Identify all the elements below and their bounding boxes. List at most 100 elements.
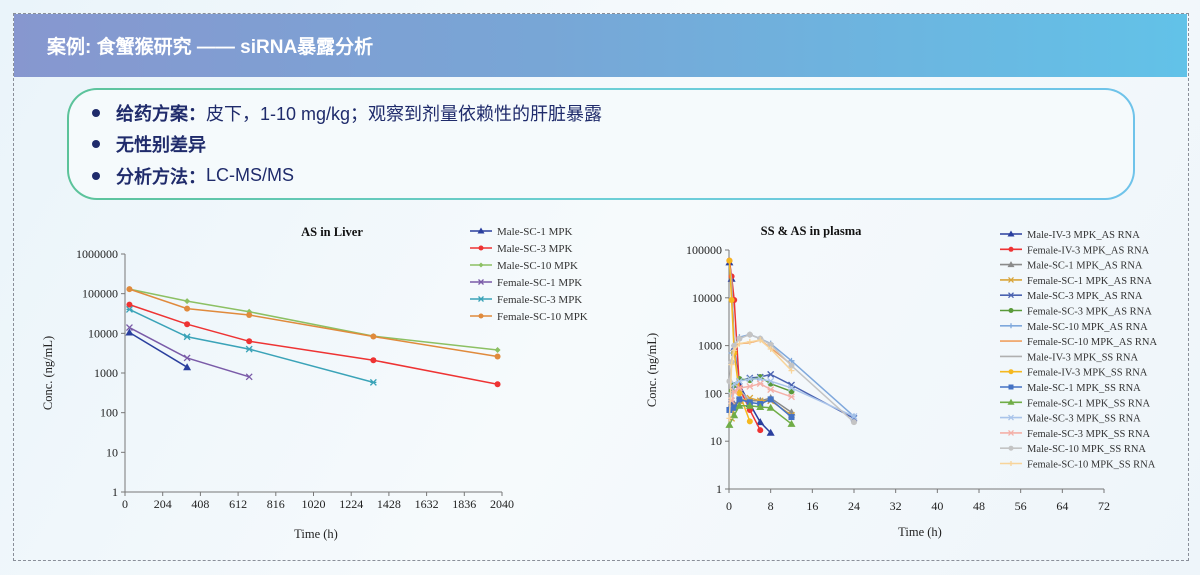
data-point (184, 321, 191, 328)
legend-label: Male-IV-3 MPK_AS RNA (1027, 230, 1140, 241)
data-point (369, 378, 377, 386)
data-point (736, 396, 743, 403)
bullet-text: 皮下，1-10 mg/kg；观察到剂量依赖性的肝脏暴露 (206, 103, 603, 124)
legend-label: Male-SC-1 MPK (497, 226, 573, 238)
x-tick-label: 2040 (490, 497, 514, 511)
x-tick-label: 816 (267, 497, 285, 511)
data-point (125, 324, 133, 331)
bullet-item: 给药方案： 皮下，1-10 mg/kg；观察到剂量依赖性的肝脏暴露 (92, 97, 602, 129)
y-axis-title: Conc. (ng/mL) (645, 333, 659, 407)
data-point (767, 370, 775, 378)
y-tick-label: 1000000 (76, 247, 118, 261)
bullet-icon (92, 108, 100, 117)
data-point (731, 404, 738, 411)
x-axis-title: Time (h) (294, 527, 338, 541)
x-tick-label: 40 (931, 499, 943, 513)
x-tick-label: 64 (1056, 499, 1068, 513)
y-tick-label: 1000 (698, 339, 722, 353)
data-point (735, 377, 743, 385)
data-point (735, 384, 743, 392)
data-point (756, 418, 765, 426)
slide-title: 案例: 食蟹猴研究 —— siRNA暴露分析 (47, 37, 374, 58)
x-tick-label: 56 (1015, 499, 1027, 513)
data-point (746, 418, 753, 425)
x-tick-label: 8 (768, 499, 774, 513)
series-line (129, 331, 188, 368)
data-point (184, 305, 191, 312)
y-tick-label: 1 (112, 485, 118, 499)
bullet-label: 无性别差异 (116, 135, 206, 156)
data-point (767, 345, 774, 352)
legend-label: Female-SC-1 MPK (497, 277, 582, 289)
plasma-chart: SS & AS in plasma 1 10 100 1000 10000 100000 0 8… (645, 224, 1158, 539)
data-point (736, 335, 743, 342)
legend-label: Male-SC-1 MPK_AS RNA (1027, 261, 1143, 272)
series-4 (125, 305, 377, 386)
data-point (746, 338, 753, 345)
legend-label: Female-SC-10 MPK_AS RNA (1027, 337, 1158, 348)
legend-label: Female-SC-3 MPK_SS RNA (1027, 429, 1151, 440)
data-point (725, 420, 734, 428)
legend-marker (478, 262, 484, 268)
data-point (851, 419, 857, 426)
legend-label: Male-SC-10 MPK (497, 260, 578, 272)
y-axis-title: Conc. (ng/mL) (41, 336, 55, 410)
legend-label: Male-SC-3 MPK_SS RNA (1027, 414, 1141, 425)
x-tick-label: 204 (154, 497, 172, 511)
data-point (494, 381, 501, 388)
data-point (125, 305, 133, 313)
data-point (756, 380, 764, 388)
legend-label: Male-IV-3 MPK_SS RNA (1027, 352, 1138, 363)
data-point (731, 342, 738, 349)
data-point (726, 257, 733, 264)
chart-title: SS & AS in plasma (761, 224, 862, 238)
data-point (246, 338, 253, 345)
bullet-item: 无性别差异 (92, 129, 602, 161)
x-tick-label: 0 (726, 499, 732, 513)
data-point (788, 367, 795, 374)
legend-label: Male-SC-10 MPK_AS RNA (1027, 322, 1148, 333)
x-tick-label: 72 (1098, 499, 1110, 513)
legend-label: Female-SC-3 MPK (497, 294, 582, 306)
x-tick-label: 408 (191, 497, 209, 511)
y-tick-label: 10000 (88, 326, 118, 340)
data-point (850, 412, 858, 420)
data-point (730, 411, 739, 419)
legend-marker (1008, 276, 1014, 283)
series-0 (125, 328, 192, 371)
data-point (746, 382, 754, 390)
liver-chart: AS in Liver 1 10 100 1000 10000 100000 1000000 0… (41, 225, 588, 541)
legend-marker (1008, 369, 1014, 375)
legend-marker (1008, 414, 1014, 421)
data-point (766, 428, 775, 436)
summary-bullets: 给药方案： 皮下，1-10 mg/kg；观察到剂量依赖性的肝脏暴露 无性别差异 分… (92, 97, 602, 192)
data-point (767, 377, 775, 385)
x-tick-label: 1632 (415, 497, 439, 511)
x-tick-label: 0 (122, 497, 128, 511)
x-axis-title: Time (h) (898, 525, 942, 539)
data-point (183, 354, 191, 362)
data-point (726, 415, 733, 422)
x-tick-label: 48 (973, 499, 985, 513)
series-15 (726, 337, 795, 422)
y-tick-label: 1000 (94, 366, 118, 380)
data-point (745, 401, 754, 409)
legend-marker (1008, 323, 1014, 329)
data-point (494, 347, 501, 354)
legend-label: Male-SC-10 MPK_SS RNA (1027, 444, 1146, 455)
data-point (245, 345, 253, 353)
y-tick-label: 100 (704, 386, 722, 400)
data-point (767, 386, 775, 394)
legend-label: Female-SC-3 MPK_AS RNA (1027, 307, 1152, 318)
bullet-text: LC-MS/MS (206, 165, 295, 186)
bullet-label: 给药方案： (116, 103, 206, 124)
bullet-item: 分析方法： LC-MS/MS (92, 160, 602, 192)
x-tick-label: 24 (848, 499, 860, 513)
legend-marker (1008, 461, 1014, 466)
bullet-label: 分析方法： (116, 166, 206, 187)
legend-label: Female-SC-10 MPK (497, 311, 588, 323)
legend-marker (1008, 445, 1014, 451)
legend-marker (1008, 246, 1014, 252)
x-tick-label: 1836 (452, 497, 476, 511)
data-point (788, 393, 795, 401)
